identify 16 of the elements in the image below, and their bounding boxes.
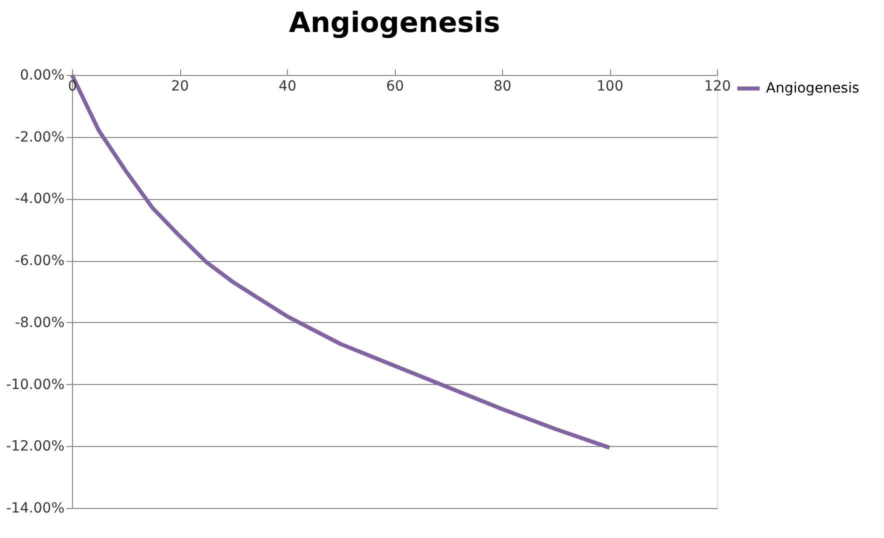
y-tick-label: -10.00% (6, 376, 64, 393)
y-tick-label: -4.00% (14, 191, 64, 208)
y-tick-label: -8.00% (14, 314, 64, 331)
x-tick-label: 40 (278, 78, 296, 94)
y-tick-label: 0.00% (20, 68, 64, 84)
chart-title: Angiogenesis (288, 6, 500, 39)
x-tick-label: 120 (704, 78, 731, 94)
x-tick-label: 80 (494, 78, 512, 94)
legend-label: Angiogenesis (766, 80, 860, 96)
x-tick-label: 20 (171, 78, 189, 94)
x-tick-label: 100 (596, 78, 624, 94)
y-tick-label: -12.00% (6, 438, 64, 455)
y-tick-label: -2.00% (14, 129, 64, 146)
y-tick-label: -14.00% (6, 500, 64, 516)
y-tick-label: -6.00% (14, 253, 64, 270)
x-tick-label: 60 (386, 78, 404, 94)
